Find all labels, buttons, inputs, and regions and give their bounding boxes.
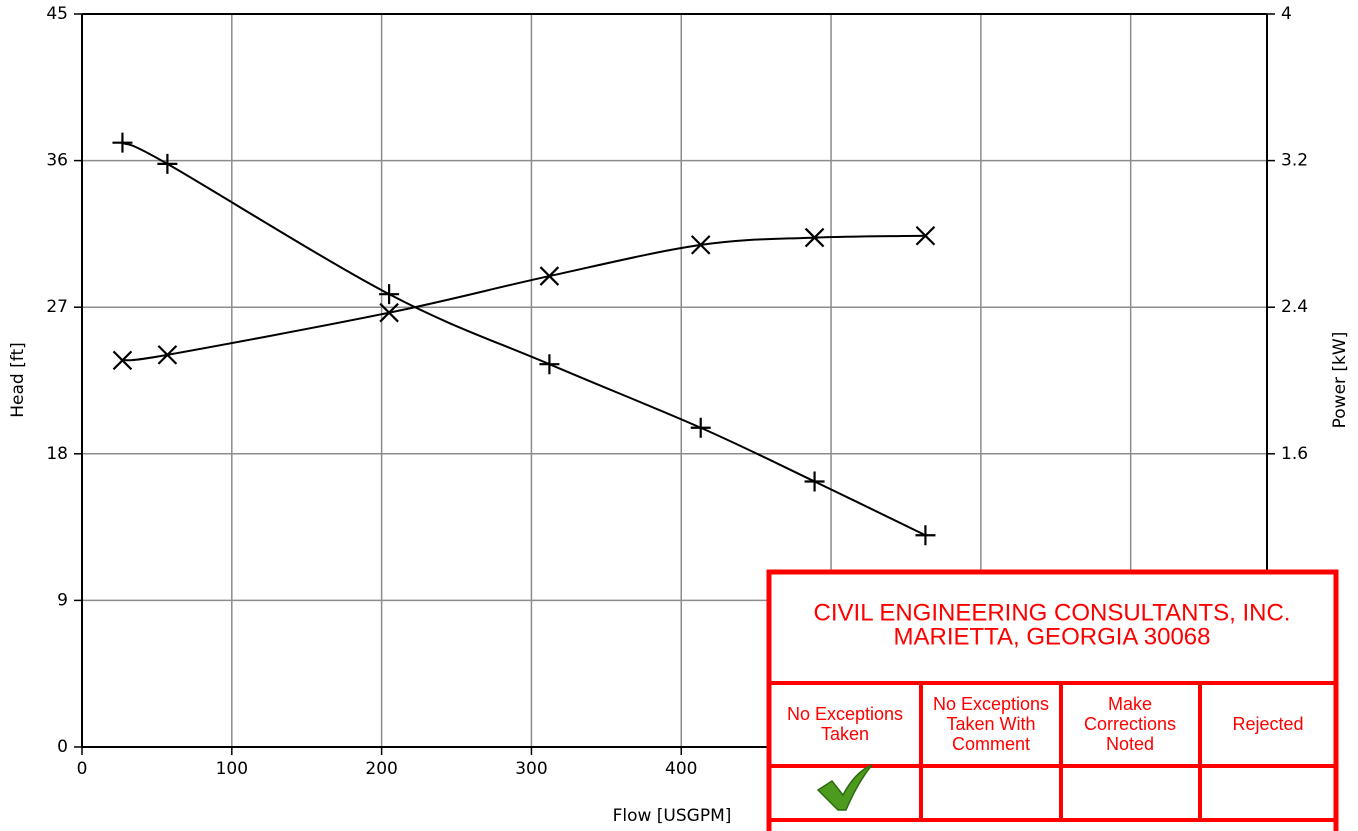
y-axis-label: Head [ft] xyxy=(8,342,28,417)
marker xyxy=(804,471,825,492)
x-tick-label: 300 xyxy=(515,759,547,779)
stamp-border xyxy=(766,569,1339,831)
x-tick-label: 100 xyxy=(216,759,248,779)
y-tick-label: 27 xyxy=(46,297,68,317)
series-line xyxy=(122,234,926,362)
marker xyxy=(915,525,936,546)
checkmark xyxy=(816,764,873,811)
marker xyxy=(804,227,825,248)
y-tick-label: 9 xyxy=(57,590,68,610)
stamp-column-label: Make xyxy=(1108,694,1152,714)
stamp-column-label: Taken xyxy=(821,724,869,744)
y-tick-label: 36 xyxy=(46,151,68,171)
y2-tick-label: 1.6 xyxy=(1281,444,1308,464)
y2-tick-label: 2.4 xyxy=(1281,297,1308,317)
marker xyxy=(379,302,399,323)
stamp-column-label: Rejected xyxy=(1232,714,1303,734)
marker xyxy=(112,132,133,153)
stamp-title: MARIETTA, GEORGIA 30068 xyxy=(894,623,1211,650)
x-tick-label: 200 xyxy=(365,759,397,779)
marker xyxy=(157,153,178,174)
stamp-column-label: Comment xyxy=(952,734,1030,754)
series-line xyxy=(122,141,926,537)
x-tick-label: 400 xyxy=(665,759,697,779)
y-tick-label: 0 xyxy=(57,737,68,757)
y-tick-label: 18 xyxy=(46,444,68,464)
marker xyxy=(157,345,178,365)
marker xyxy=(539,266,560,286)
marker xyxy=(539,354,560,375)
stamp-column-label: Taken With xyxy=(946,714,1035,734)
marker xyxy=(690,235,711,255)
y-tick-label: 45 xyxy=(46,4,68,24)
marker xyxy=(379,284,400,305)
stamp-column-label: Noted xyxy=(1106,734,1154,754)
marker xyxy=(112,350,133,371)
stamp-column-label: No Exceptions xyxy=(933,694,1049,714)
y2-tick-label: 3.2 xyxy=(1281,151,1308,171)
y2-axis-label: Power [kW] xyxy=(1330,332,1350,429)
stamp-column-label: Corrections xyxy=(1084,714,1176,734)
marker xyxy=(690,417,711,438)
x-axis-label: Flow [USGPM] xyxy=(613,806,732,826)
stamp-column-label: No Exceptions xyxy=(787,704,903,724)
approval-stamp: CIVIL ENGINEERING CONSULTANTS, INC.MARIE… xyxy=(766,569,1339,831)
stamp-title: CIVIL ENGINEERING CONSULTANTS, INC. xyxy=(814,599,1291,626)
y2-tick-label: 4 xyxy=(1281,4,1292,24)
marker xyxy=(915,225,936,246)
x-tick-label: 0 xyxy=(77,759,88,779)
